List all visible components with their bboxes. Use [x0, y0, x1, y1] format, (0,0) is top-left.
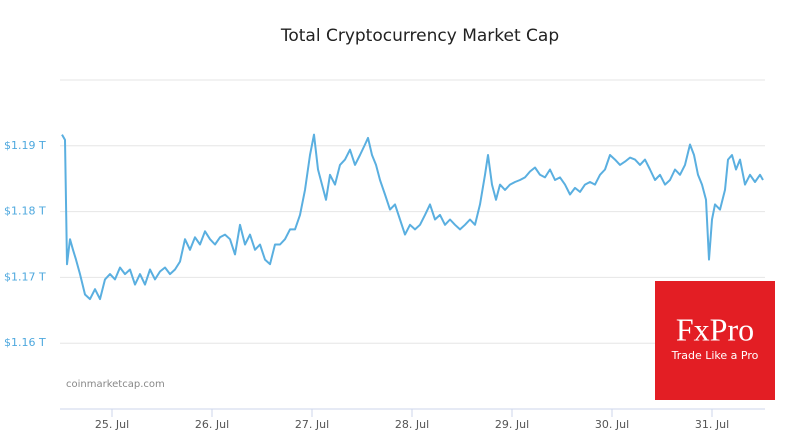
y-tick-label: $1.19 T — [4, 139, 46, 152]
x-tick-label: 31. Jul — [695, 418, 729, 431]
x-tick-label: 26. Jul — [195, 418, 229, 431]
y-tick-label: $1.18 T — [4, 205, 46, 218]
logo-slogan: Trade Like a Pro — [671, 349, 759, 362]
y-tick-label: $1.17 T — [4, 270, 46, 283]
x-tick-label: 25. Jul — [95, 418, 129, 431]
y-tick-label: $1.16 T — [4, 336, 46, 349]
source-watermark: coinmarketcap.com — [66, 379, 165, 390]
logo-box: FxPro Trade Like a Pro — [655, 281, 775, 400]
x-tick-label: 27. Jul — [295, 418, 329, 431]
chart-title: Total Cryptocurrency Market Cap — [280, 26, 559, 46]
x-tick-label: 30. Jul — [595, 418, 629, 431]
data-line — [61, 133, 764, 301]
logo-background — [655, 281, 775, 400]
x-tick-label: 29. Jul — [495, 418, 529, 431]
logo-text: FxPro — [676, 311, 754, 347]
x-tick-label: 28. Jul — [395, 418, 429, 431]
